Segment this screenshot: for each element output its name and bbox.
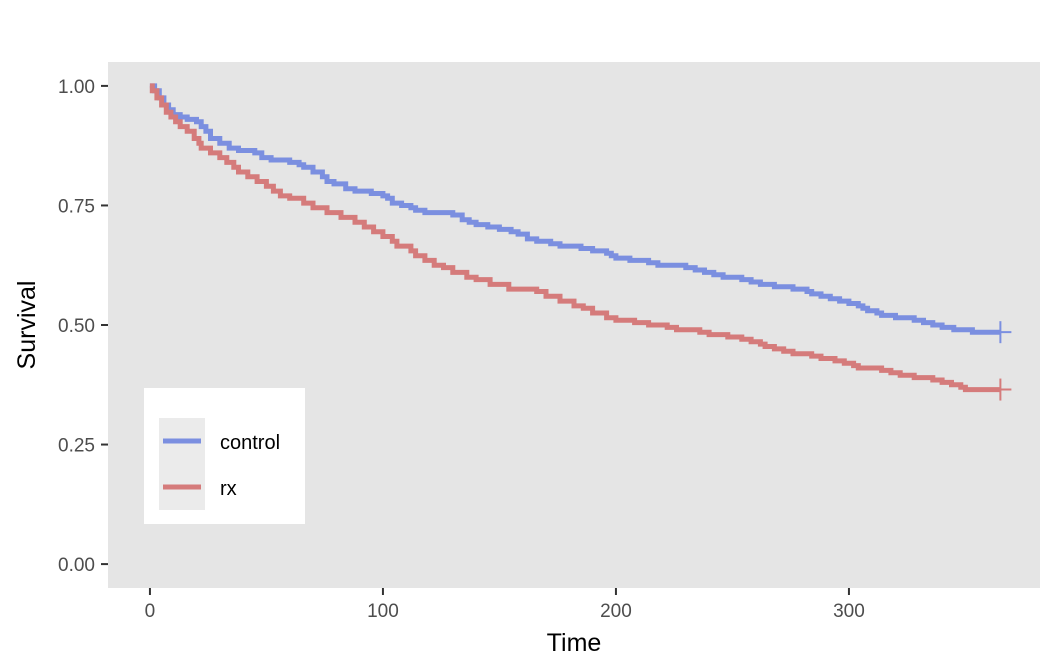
censor-marks	[989, 321, 1012, 401]
x-tick-label: 100	[367, 601, 399, 622]
legend: control rx	[144, 388, 305, 524]
legend-key-background	[159, 418, 205, 510]
censor-mark-rx	[989, 378, 1012, 401]
x-tick-label: 0	[145, 601, 156, 622]
y-axis: 0.00 0.25 0.50 0.75 1.00	[58, 77, 108, 576]
x-axis: 0 100 200 300	[145, 588, 865, 622]
survival-curves	[149, 83, 1001, 393]
y-tick-label: 0.50	[58, 316, 95, 337]
censor-mark-control	[989, 321, 1012, 344]
y-tick-label: 0.25	[58, 436, 95, 457]
y-tick-label: 0.75	[58, 196, 95, 217]
y-axis-title: Survival	[13, 281, 41, 370]
x-axis-title: Time	[547, 629, 602, 657]
x-tick-label: 300	[833, 601, 865, 622]
series-line-rx	[149, 83, 1001, 393]
series-line-control	[149, 83, 1001, 335]
y-tick-label: 0.00	[58, 555, 95, 576]
legend-label-rx: rx	[220, 478, 237, 500]
y-tick-label: 1.00	[58, 77, 95, 98]
x-tick-label: 200	[600, 601, 632, 622]
legend-label-control: control	[220, 432, 280, 454]
